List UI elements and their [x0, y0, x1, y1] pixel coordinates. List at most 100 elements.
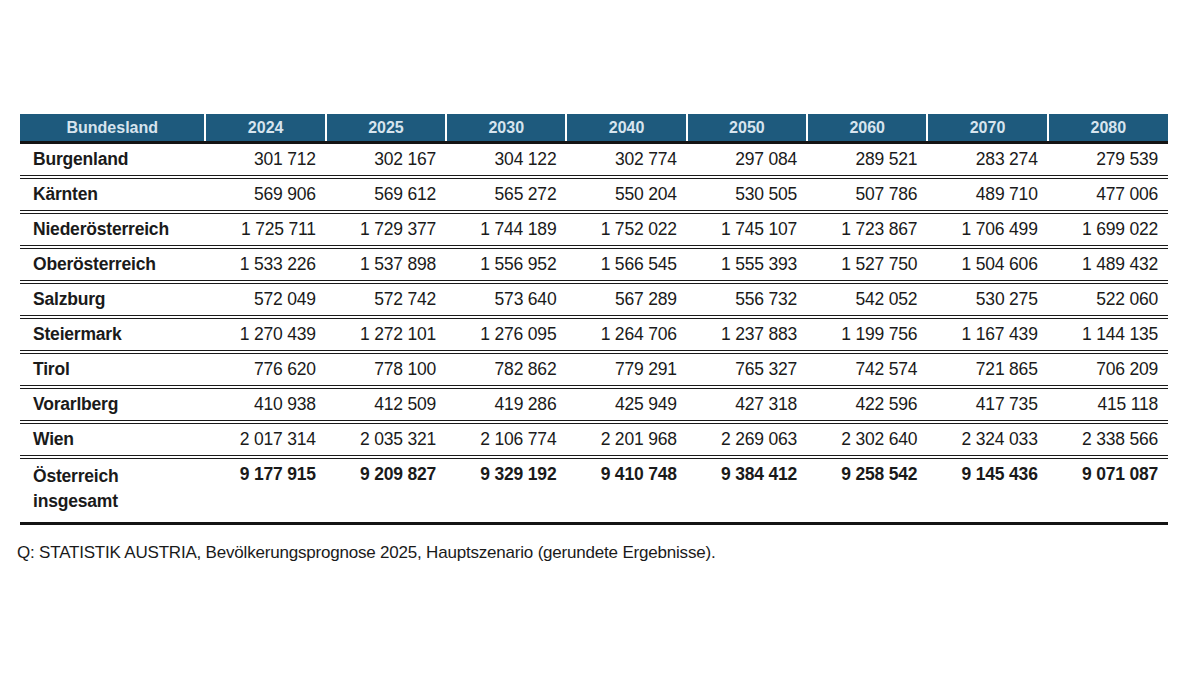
- total-value-cell: 9 177 915: [205, 457, 325, 524]
- value-cell: 572 049: [205, 282, 325, 317]
- total-value-cell: 9 329 192: [446, 457, 566, 524]
- value-cell: 1 264 706: [566, 317, 686, 352]
- value-cell: 567 289: [566, 282, 686, 317]
- value-cell: 1 167 439: [927, 317, 1047, 352]
- source-citation: Q: STATISTIK AUSTRIA, Bevölkerungsprogno…: [17, 543, 715, 563]
- col-header-2024: 2024: [205, 114, 325, 143]
- value-cell: 1 504 606: [927, 247, 1047, 282]
- page: Bundesland 2024 2025 2030 2040 2050 2060…: [0, 0, 1200, 675]
- col-header-bundesland: Bundesland: [20, 114, 205, 143]
- value-cell: 1 745 107: [687, 212, 807, 247]
- value-cell: 1 272 101: [326, 317, 446, 352]
- value-cell: 422 596: [807, 387, 927, 422]
- row-label: Kärnten: [20, 177, 205, 212]
- value-cell: 706 209: [1048, 352, 1168, 387]
- value-cell: 1 199 756: [807, 317, 927, 352]
- col-header-2030: 2030: [446, 114, 566, 143]
- table-row-steiermark: Steiermark 1 270 439 1 272 101 1 276 095…: [20, 317, 1168, 352]
- value-cell: 1 752 022: [566, 212, 686, 247]
- value-cell: 522 060: [1048, 282, 1168, 317]
- value-cell: 415 118: [1048, 387, 1168, 422]
- row-label: Tirol: [20, 352, 205, 387]
- table-row-total-austria: Österreich insgesamt 9 177 915 9 209 827…: [20, 457, 1168, 524]
- value-cell: 2 338 566: [1048, 422, 1168, 457]
- row-label: Niederösterreich: [20, 212, 205, 247]
- value-cell: 1 537 898: [326, 247, 446, 282]
- value-cell: 2 324 033: [927, 422, 1047, 457]
- value-cell: 1 725 711: [205, 212, 325, 247]
- value-cell: 1 489 432: [1048, 247, 1168, 282]
- value-cell: 302 774: [566, 143, 686, 178]
- row-label-total: Österreich insgesamt: [20, 457, 205, 524]
- value-cell: 1 527 750: [807, 247, 927, 282]
- header-row: Bundesland 2024 2025 2030 2040 2050 2060…: [20, 114, 1168, 143]
- table-row-salzburg: Salzburg 572 049 572 742 573 640 567 289…: [20, 282, 1168, 317]
- value-cell: 2 302 640: [807, 422, 927, 457]
- col-header-2070: 2070: [927, 114, 1047, 143]
- value-cell: 1 706 499: [927, 212, 1047, 247]
- total-value-cell: 9 410 748: [566, 457, 686, 524]
- total-value-cell: 9 071 087: [1048, 457, 1168, 524]
- value-cell: 765 327: [687, 352, 807, 387]
- value-cell: 301 712: [205, 143, 325, 178]
- table-row-tirol: Tirol 776 620 778 100 782 862 779 291 76…: [20, 352, 1168, 387]
- row-label: Salzburg: [20, 282, 205, 317]
- value-cell: 1 270 439: [205, 317, 325, 352]
- row-label: Vorarlberg: [20, 387, 205, 422]
- col-header-2050: 2050: [687, 114, 807, 143]
- total-value-cell: 9 258 542: [807, 457, 927, 524]
- value-cell: 425 949: [566, 387, 686, 422]
- value-cell: 302 167: [326, 143, 446, 178]
- value-cell: 489 710: [927, 177, 1047, 212]
- row-label: Wien: [20, 422, 205, 457]
- table-row-oberoesterreich: Oberösterreich 1 533 226 1 537 898 1 556…: [20, 247, 1168, 282]
- table-row-vorarlberg: Vorarlberg 410 938 412 509 419 286 425 9…: [20, 387, 1168, 422]
- population-forecast-table: Bundesland 2024 2025 2030 2040 2050 2060…: [20, 114, 1168, 525]
- value-cell: 776 620: [205, 352, 325, 387]
- value-cell: 565 272: [446, 177, 566, 212]
- value-cell: 1 566 545: [566, 247, 686, 282]
- value-cell: 1 144 135: [1048, 317, 1168, 352]
- value-cell: 2 017 314: [205, 422, 325, 457]
- value-cell: 1 699 022: [1048, 212, 1168, 247]
- value-cell: 542 052: [807, 282, 927, 317]
- table-row-burgenland: Burgenland 301 712 302 167 304 122 302 7…: [20, 143, 1168, 178]
- value-cell: 417 735: [927, 387, 1047, 422]
- value-cell: 572 742: [326, 282, 446, 317]
- value-cell: 573 640: [446, 282, 566, 317]
- value-cell: 1 533 226: [205, 247, 325, 282]
- total-value-cell: 9 384 412: [687, 457, 807, 524]
- value-cell: 410 938: [205, 387, 325, 422]
- value-cell: 289 521: [807, 143, 927, 178]
- table-row-kaernten: Kärnten 569 906 569 612 565 272 550 204 …: [20, 177, 1168, 212]
- value-cell: 550 204: [566, 177, 686, 212]
- value-cell: 283 274: [927, 143, 1047, 178]
- value-cell: 530 275: [927, 282, 1047, 317]
- value-cell: 1 729 377: [326, 212, 446, 247]
- value-cell: 742 574: [807, 352, 927, 387]
- col-header-2040: 2040: [566, 114, 686, 143]
- value-cell: 2 201 968: [566, 422, 686, 457]
- col-header-2060: 2060: [807, 114, 927, 143]
- value-cell: 1 556 952: [446, 247, 566, 282]
- value-cell: 477 006: [1048, 177, 1168, 212]
- value-cell: 304 122: [446, 143, 566, 178]
- table-row-wien: Wien 2 017 314 2 035 321 2 106 774 2 201…: [20, 422, 1168, 457]
- value-cell: 279 539: [1048, 143, 1168, 178]
- value-cell: 782 862: [446, 352, 566, 387]
- value-cell: 1 723 867: [807, 212, 927, 247]
- value-cell: 779 291: [566, 352, 686, 387]
- value-cell: 297 084: [687, 143, 807, 178]
- value-cell: 1 744 189: [446, 212, 566, 247]
- col-header-2025: 2025: [326, 114, 446, 143]
- value-cell: 721 865: [927, 352, 1047, 387]
- value-cell: 1 555 393: [687, 247, 807, 282]
- value-cell: 530 505: [687, 177, 807, 212]
- value-cell: 2 269 063: [687, 422, 807, 457]
- row-label: Oberösterreich: [20, 247, 205, 282]
- value-cell: 1 237 883: [687, 317, 807, 352]
- value-cell: 2 106 774: [446, 422, 566, 457]
- value-cell: 419 286: [446, 387, 566, 422]
- value-cell: 2 035 321: [326, 422, 446, 457]
- value-cell: 412 509: [326, 387, 446, 422]
